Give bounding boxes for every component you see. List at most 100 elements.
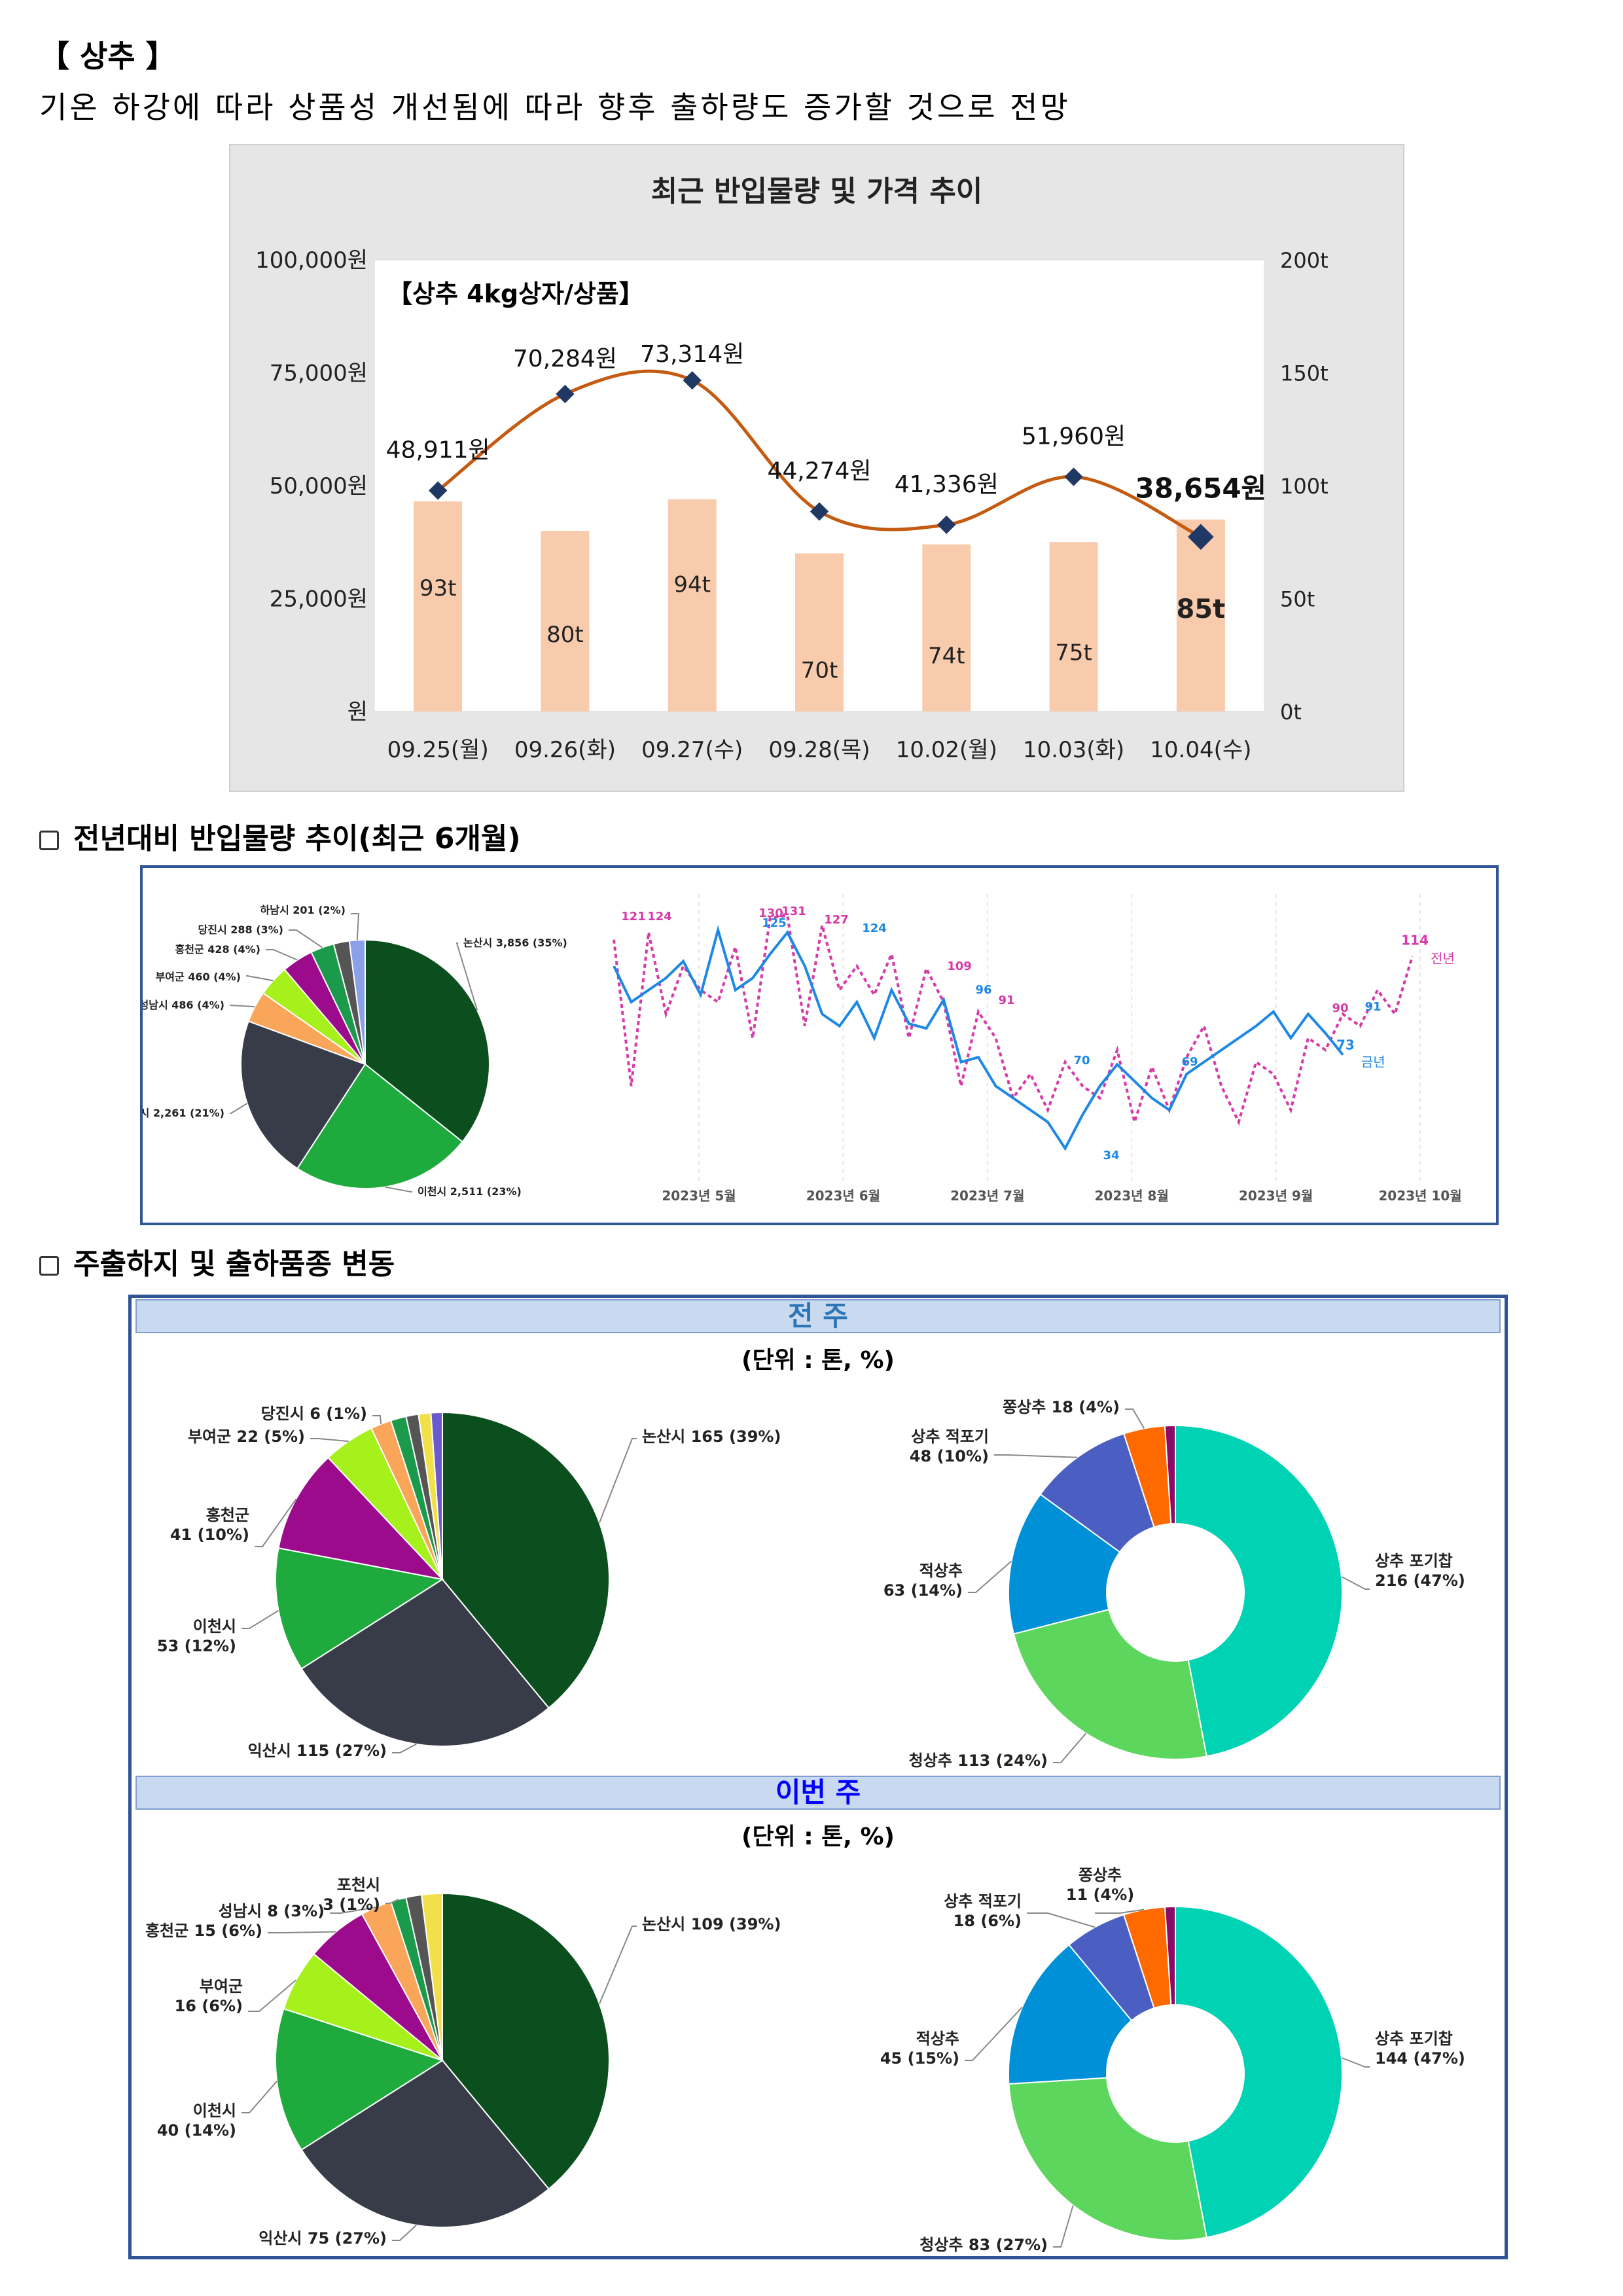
prev-origin-pie-slice: [275, 1547, 444, 1670]
x-axis-tick: 2023년 10월: [1378, 1188, 1461, 1204]
prev-variety-donut-leader: [1053, 1732, 1087, 1763]
this-origin-pie-leader: [241, 2081, 277, 2113]
this-origin-pie-slice: [442, 1892, 610, 2190]
section-origin-heading: 주출하지 및 출하품종 변동: [39, 1240, 395, 1282]
peak-annotation: 109: [947, 960, 972, 973]
prev-variety-donut-label: 청상추 113 (24%): [909, 1751, 1048, 1770]
right-axis-tick: 50t: [1280, 587, 1315, 612]
prev-origin-pie-leader: [392, 1743, 417, 1753]
volume-bar-label: 75t: [1055, 639, 1092, 666]
price-volume-chart: 최근 반입물량 및 가격 추이 【상추 4kg상자/상품】 100,000원 75,0…: [229, 144, 1404, 792]
peak-annotation: 121: [621, 910, 646, 924]
volume-bar-label: 70t: [801, 658, 838, 684]
this-variety-donut-label: 상추 포기찹: [1375, 2030, 1453, 2048]
series-line-prev-year: [613, 914, 1414, 1127]
this-variety-donut-slice: [1175, 1905, 1343, 2238]
right-axis-tick: 100t: [1280, 474, 1329, 499]
volume-bar: [795, 553, 844, 711]
this-variety-donut-label: 18 (6%): [954, 1912, 1022, 1930]
yoy-panel: 논산시 3,856 (35%) 이천시 2,511 (23%) 익산시 2,261 …: [140, 865, 1499, 1225]
volume-bar: [541, 531, 590, 711]
this-origin-pie-label: 40 (14%): [157, 2121, 236, 2140]
prev-origin-pie-label: 53 (12%): [157, 1637, 236, 1655]
this-variety-donut-leader: [1053, 2205, 1074, 2248]
series-line-this-year: [613, 925, 1344, 1151]
yoy-pie-label: 홍천군 428 (4%): [175, 943, 261, 956]
x-axis-tick: 2023년 9월: [1239, 1188, 1313, 1204]
series-end-label: 전년: [1431, 950, 1455, 966]
x-axis-tick: 09.26(화): [514, 737, 616, 763]
this-origin-pie-label: 포천시: [337, 1876, 380, 1894]
this-origin-pie-slice: [420, 1892, 443, 2061]
page-title: 【 상추 】: [39, 39, 176, 74]
prev-variety-donut-label: 216 (47%): [1375, 1571, 1465, 1590]
prev-week-band: 전 주: [135, 1299, 1501, 1333]
peak-annotation: 127: [824, 913, 849, 927]
this-variety-donut-label: 쫑상추: [1079, 1866, 1122, 1884]
prev-variety-donut-slice: [1012, 1608, 1207, 1760]
volume-bar-label: 93t: [419, 575, 457, 601]
volume-bar: [668, 499, 717, 711]
checkbox-icon: [39, 1256, 59, 1276]
summary-text: 기온 하강에 따라 상품성 개선됨에 따라 향후 출하량도 증가할 것으로 전망: [39, 90, 1071, 125]
prev-variety-donut-label: 상추 적포기: [911, 1427, 989, 1446]
yoy-pie-label: 당진시 288 (3%): [198, 924, 284, 936]
origin-variety-panel: 전 주 (단위 : 톤, %) 논산시 165 (39%) 익산시 115 (27…: [128, 1295, 1508, 2259]
yoy-pie-slice: [296, 1063, 463, 1189]
this-origin-pie-label: 3 (1%): [323, 1895, 380, 1914]
peak-annotation: 69: [1181, 1055, 1198, 1069]
peak-annotation: 91: [1364, 1000, 1381, 1014]
yoy-pie-leader: [266, 949, 298, 961]
yoy-pie-leader: [246, 975, 274, 982]
prev-origin-pie-label: 익산시 115 (27%): [248, 1742, 387, 1760]
prev-origin-pie-label: 이천시: [193, 1617, 236, 1636]
this-origin-pie-leader: [268, 1931, 336, 1933]
this-origin-pie-slice: [275, 2007, 444, 2151]
volume-bar: [922, 544, 971, 711]
yoy-pie-leader: [455, 942, 478, 1011]
prev-variety-donut-leader: [1341, 1576, 1370, 1590]
series-end-value: 73: [1336, 1037, 1355, 1053]
prev-variety-donut-leader: [968, 1560, 1012, 1593]
x-axis-tick: 09.25(월): [387, 737, 489, 763]
prev-origin-pie-leader: [598, 1438, 637, 1523]
x-axis-tick: 2023년 7월: [950, 1188, 1024, 1204]
price-label: 70,284원: [513, 346, 617, 372]
this-variety-donut-label: 45 (15%): [880, 2049, 959, 2068]
right-axis-tick: 200t: [1280, 248, 1329, 273]
this-origin-pie-leader: [392, 2225, 417, 2241]
this-origin-pie-label: 이천시: [193, 2102, 236, 2120]
price-label: 73,314원: [640, 341, 744, 368]
this-origin-pie-leader: [248, 1979, 297, 2012]
peak-annotation: 96: [975, 983, 991, 997]
this-origin-pie-label: 익산시 75 (27%): [259, 2229, 387, 2248]
this-week-band: 이번 주: [135, 1776, 1501, 1810]
prev-origin-pie-label: 논산시 165 (39%): [642, 1427, 781, 1446]
yoy-pie-slice: [240, 1020, 366, 1170]
price-marker: [1064, 467, 1083, 486]
yoy-pie-leader: [351, 913, 360, 941]
this-variety-donut-slice: [1008, 2077, 1207, 2241]
this-origin-pie-label: 부여군: [200, 1977, 243, 1996]
x-axis-tick: 09.28(목): [768, 737, 870, 763]
this-origin-pie-leader: [385, 1899, 399, 1904]
volume-bar: [1049, 542, 1098, 711]
this-origin-pie-label: 성남시 8 (3%): [219, 1902, 325, 1920]
prev-origin-pie-label: 41 (10%): [170, 1526, 249, 1544]
prev-variety-donut-label: 48 (10%): [910, 1447, 989, 1465]
yoy-pie-slice: [348, 939, 366, 1065]
price-label: 38,654원: [1135, 472, 1266, 504]
yoy-pie-label: 논산시 3,856 (35%): [463, 937, 567, 949]
yoy-pie-label: 부여군 460 (4%): [156, 971, 241, 983]
chart-subtitle: 【상추 4kg상자/상품】: [387, 279, 644, 308]
prev-origin-pie-label: 부여군 22 (5%): [188, 1427, 305, 1446]
yoy-pie-leader: [230, 1005, 255, 1008]
x-axis-tick: 2023년 6월: [806, 1188, 880, 1204]
this-variety-donut-leader: [1341, 2057, 1370, 2068]
checkbox-icon: [39, 831, 59, 850]
yoy-pie-label: 이천시 2,511 (23%): [418, 1185, 522, 1198]
this-variety-donut-label: 144 (47%): [1375, 2049, 1465, 2068]
